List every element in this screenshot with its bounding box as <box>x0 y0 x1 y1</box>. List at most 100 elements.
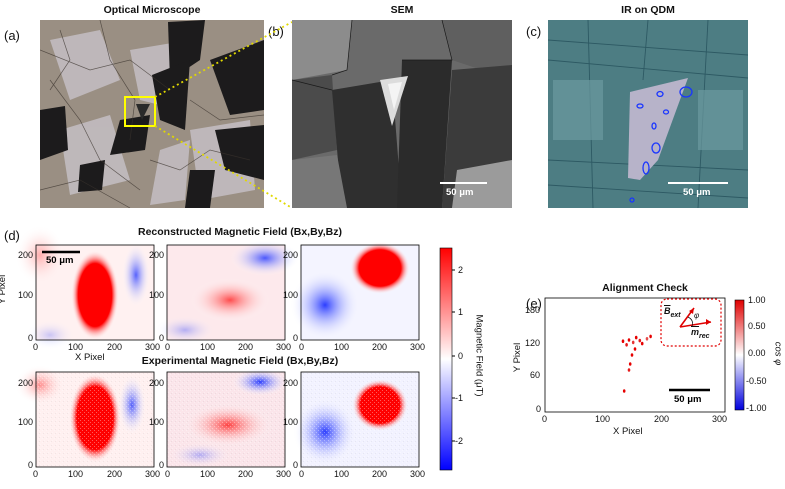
cos-tick: 0.50 <box>748 321 766 331</box>
cos-colorbar-label: cos φ <box>772 341 784 366</box>
experimental-title: Experimental Magnetic Field (Bx,By,Bz) <box>141 355 339 367</box>
ytick: 100 <box>149 417 165 427</box>
phi-label: φ <box>694 311 700 320</box>
alignment-inset <box>660 298 722 347</box>
ytick: 0 <box>28 333 34 343</box>
alignment-scale-label: 50 μm <box>674 394 702 405</box>
alignment-ylabel: Y Pixel <box>512 342 524 373</box>
alignment-point <box>630 353 634 357</box>
xtick: 300 <box>145 469 161 479</box>
ytick: 200 <box>283 250 299 260</box>
xtick: 0 <box>165 469 171 479</box>
xtick: 300 <box>410 342 426 352</box>
ytick: 200 <box>18 378 34 388</box>
panel-label-e: (e) <box>526 296 542 311</box>
ytick: 100 <box>283 417 299 427</box>
panel-label-a: (a) <box>4 28 20 43</box>
ytick: 100 <box>18 417 34 427</box>
ytick: 60 <box>530 370 541 380</box>
sem-texture <box>292 20 512 208</box>
cos-tick: 1.00 <box>748 295 766 305</box>
xtick: 200 <box>654 414 670 424</box>
reconstructed-title: Reconstructed Magnetic Field (Bx,By,Bz) <box>137 226 342 238</box>
alignment-point <box>638 338 642 343</box>
xtick: 0 <box>299 469 305 479</box>
ytick: 100 <box>18 290 34 300</box>
colorbar-tick: 1 <box>458 307 464 317</box>
xtick: 300 <box>276 342 292 352</box>
cos-tick: -0.50 <box>746 376 767 386</box>
xtick: 100 <box>595 414 611 424</box>
panel-label-c: (c) <box>526 24 542 39</box>
alignment-point <box>625 343 628 347</box>
cos-tick: -1.00 <box>746 403 767 413</box>
xtick: 300 <box>410 469 426 479</box>
ytick: 200 <box>149 378 165 388</box>
alignment-point <box>649 334 652 339</box>
m-rec-label: mrec <box>691 327 710 340</box>
sem-title: SEM <box>390 4 414 16</box>
field-colorbar <box>439 247 455 471</box>
ytick: 0 <box>293 460 299 470</box>
sem-scale-label: 50 μm <box>446 187 474 198</box>
ytick: 180 <box>525 305 541 315</box>
cos-tick: 0.00 <box>748 348 766 358</box>
exp-by-map <box>166 368 288 468</box>
ytick: 0 <box>536 404 542 414</box>
ytick: 0 <box>28 460 34 470</box>
m-rec-arrow <box>679 321 712 328</box>
ytick: 100 <box>149 290 165 300</box>
optical-microscope-image <box>40 20 264 208</box>
exp-bx-map <box>15 365 155 468</box>
recon-by-map <box>155 240 300 344</box>
ir-scale-label: 50 μm <box>683 187 711 198</box>
alignment-point <box>634 335 638 340</box>
xtick: 200 <box>107 342 123 352</box>
colorbar-tick: 2 <box>458 265 464 275</box>
exp-bz-map <box>293 371 420 468</box>
alignment-point <box>633 347 637 351</box>
panel-label-b: (b) <box>268 24 284 39</box>
xtick: 100 <box>334 469 350 479</box>
xtick: 100 <box>200 342 216 352</box>
xtick: 0 <box>299 342 305 352</box>
xtick: 0 <box>165 342 171 352</box>
recon-bx-map <box>15 225 155 350</box>
optical-title: Optical Microscope <box>103 4 201 16</box>
ytick: 0 <box>159 333 165 343</box>
ytick: 100 <box>283 290 299 300</box>
xtick: 300 <box>276 469 292 479</box>
roi-box <box>124 96 156 127</box>
xtick: 0 <box>33 469 39 479</box>
xtick: 0 <box>542 414 548 424</box>
xtick: 100 <box>68 469 84 479</box>
ir-qdm-image: 50 μm <box>548 20 748 208</box>
colorbar-tick: 0 <box>458 351 464 361</box>
alignment-title: Alignment Check <box>602 282 688 294</box>
xtick: 300 <box>145 342 161 352</box>
ytick: 200 <box>149 250 165 260</box>
xtick: 200 <box>238 469 254 479</box>
alignment-xlabel: X Pixel <box>613 426 643 437</box>
colorbar-tick: -2 <box>455 436 464 446</box>
xtick: 100 <box>334 342 350 352</box>
sem-image: 50 μm <box>292 20 512 208</box>
b-ext-label: Bext <box>664 306 681 319</box>
alignment-point <box>622 389 626 393</box>
ytick: 0 <box>293 333 299 343</box>
xtick: 200 <box>372 342 388 352</box>
xtick: 100 <box>200 469 216 479</box>
alignment-point <box>645 337 649 341</box>
field-xlabel: X Pixel <box>75 352 105 363</box>
recon-bz-map <box>290 242 420 341</box>
ytick: 200 <box>283 378 299 388</box>
alignment-point <box>628 362 632 366</box>
ytick: 120 <box>525 338 541 348</box>
xtick: 0 <box>33 342 39 352</box>
xtick: 100 <box>68 342 84 352</box>
alignment-point <box>627 368 631 372</box>
optical-texture <box>40 20 264 208</box>
